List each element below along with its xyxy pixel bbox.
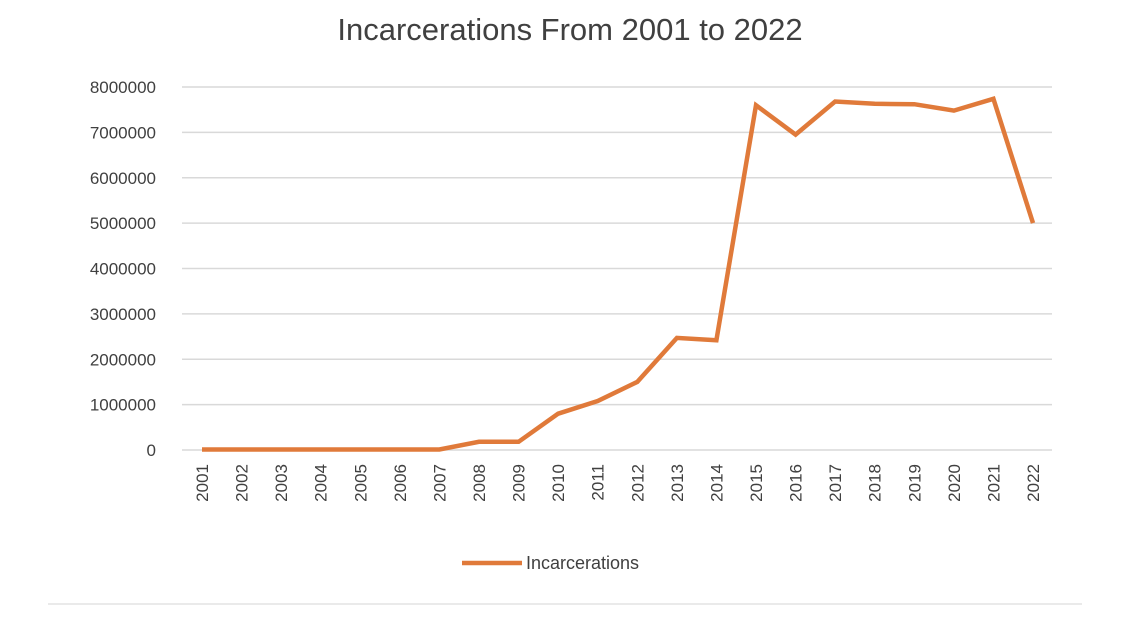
x-tick-label: 2020 xyxy=(945,464,964,502)
x-tick-label: 2001 xyxy=(193,464,212,502)
x-tick-label: 2007 xyxy=(430,464,449,502)
y-tick-label: 0 xyxy=(147,441,156,460)
x-tick-label: 2009 xyxy=(510,464,529,502)
x-tick-label: 2019 xyxy=(905,464,924,502)
y-tick-label: 8000000 xyxy=(90,78,156,97)
y-axis: 0 1000000 2000000 3000000 4000000 5000000 6000… xyxy=(90,78,156,460)
x-tick-label: 2005 xyxy=(351,464,370,502)
y-tick-label: 7000000 xyxy=(90,123,156,142)
y-tick-label: 3000000 xyxy=(90,305,156,324)
x-tick-label: 2006 xyxy=(391,464,410,502)
legend: Incarcerations xyxy=(462,553,639,573)
x-tick-label: 2022 xyxy=(1024,464,1043,502)
x-tick-label: 2011 xyxy=(589,464,608,501)
x-tick-label: 2017 xyxy=(826,464,845,502)
y-tick-label: 1000000 xyxy=(90,396,156,415)
x-tick-label: 2021 xyxy=(984,464,1003,502)
x-tick-label: 2008 xyxy=(470,464,489,502)
x-tick-label: 2002 xyxy=(233,464,252,502)
x-tick-label: 2010 xyxy=(549,464,568,502)
chart-title: Incarcerations From 2001 to 2022 xyxy=(337,12,802,47)
x-tick-label: 2015 xyxy=(747,464,766,502)
y-tick-label: 6000000 xyxy=(90,169,156,188)
y-tick-label: 2000000 xyxy=(90,350,156,369)
series-line-incarcerations xyxy=(202,96,1036,452)
y-tick-label: 4000000 xyxy=(90,260,156,279)
series-lines xyxy=(202,96,1036,452)
x-axis: 2001 2002 2003 2004 2005 2006 2007 2008 2009 2010… xyxy=(182,449,1052,502)
y-tick-label: 5000000 xyxy=(90,214,156,233)
x-tick-label: 2012 xyxy=(628,464,647,502)
x-tick-label: 2016 xyxy=(787,464,806,502)
x-tick-label: 2003 xyxy=(272,464,291,502)
x-tick-label: 2013 xyxy=(668,464,687,502)
gridlines xyxy=(182,86,1052,406)
x-tick-label: 2018 xyxy=(866,464,885,502)
legend-label: Incarcerations xyxy=(526,553,639,573)
x-tick-label: 2004 xyxy=(312,464,331,502)
x-tick-label: 2014 xyxy=(707,464,726,502)
